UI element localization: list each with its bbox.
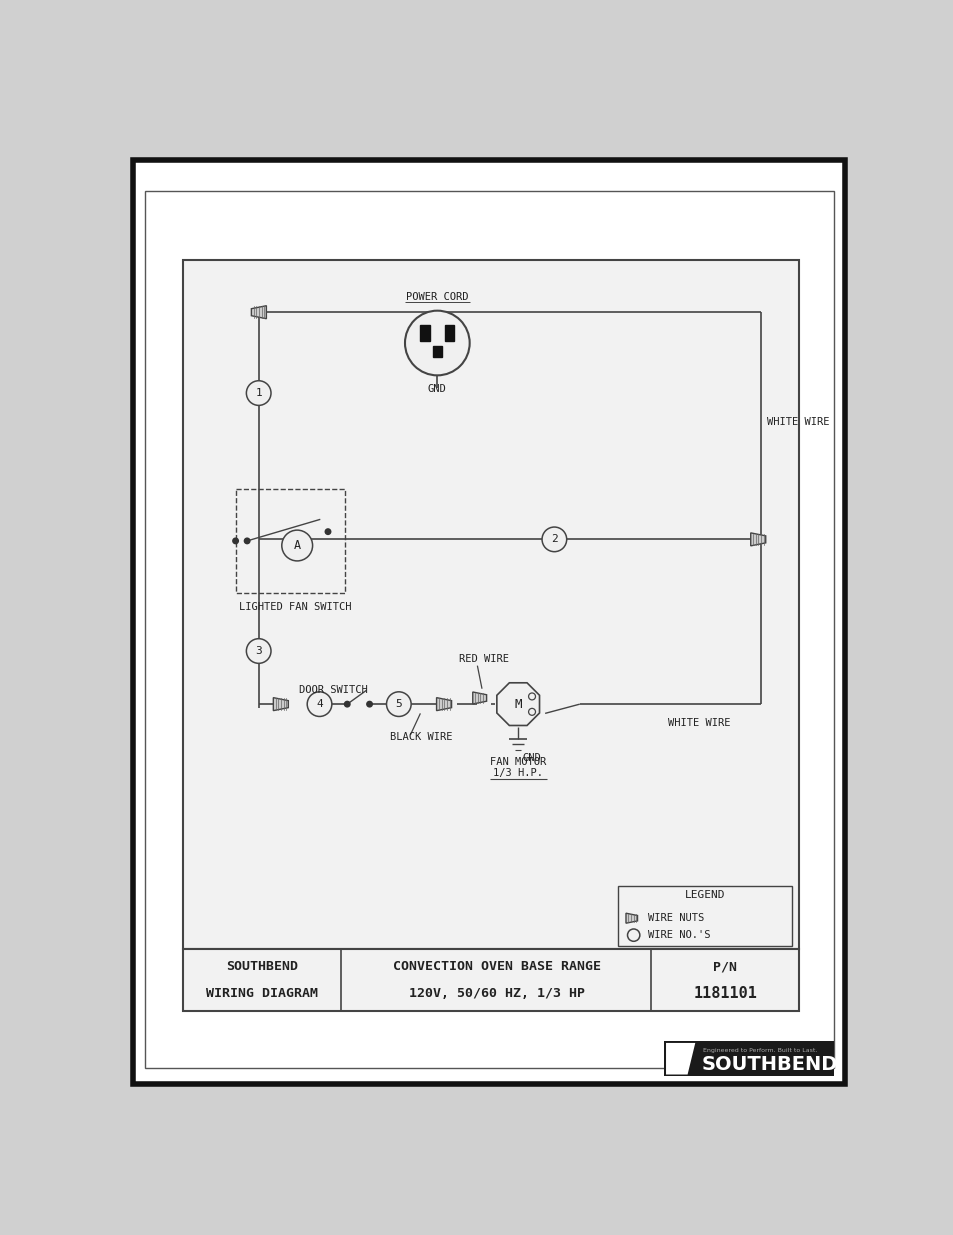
- Bar: [183, 948, 799, 1010]
- Polygon shape: [750, 532, 765, 546]
- Text: BLACK WIRE: BLACK WIRE: [389, 732, 452, 742]
- Circle shape: [246, 380, 271, 405]
- Text: A: A: [294, 538, 300, 552]
- Text: WIRE NO.'S: WIRE NO.'S: [647, 930, 709, 940]
- Circle shape: [541, 527, 566, 552]
- Text: LEGEND: LEGEND: [684, 890, 724, 900]
- Text: RED WIRE: RED WIRE: [458, 655, 508, 664]
- Text: 5: 5: [395, 699, 402, 709]
- Text: WIRE NUTS: WIRE NUTS: [647, 913, 703, 924]
- Circle shape: [281, 530, 313, 561]
- Text: SOUTHBEND: SOUTHBEND: [226, 960, 297, 973]
- Circle shape: [325, 529, 331, 535]
- Circle shape: [244, 538, 250, 543]
- Circle shape: [246, 638, 271, 663]
- Text: 1181101: 1181101: [693, 987, 757, 1002]
- Text: CONVECTION OVEN BASE RANGE: CONVECTION OVEN BASE RANGE: [393, 960, 600, 973]
- Polygon shape: [497, 683, 539, 725]
- Text: 1: 1: [255, 388, 262, 398]
- Text: GND: GND: [521, 753, 540, 763]
- Text: M: M: [514, 698, 521, 710]
- Bar: [618, 885, 791, 946]
- Text: POWER CORD: POWER CORD: [406, 291, 468, 301]
- Circle shape: [344, 701, 350, 706]
- Text: Engineered to Perform. Built to Last.: Engineered to Perform. Built to Last.: [702, 1049, 817, 1053]
- Bar: [433, 346, 441, 357]
- Text: 2: 2: [551, 535, 558, 545]
- Polygon shape: [473, 692, 486, 704]
- Text: WHITE WIRE: WHITE WIRE: [668, 719, 730, 729]
- Text: LIGHTED FAN SWITCH: LIGHTED FAN SWITCH: [238, 603, 351, 613]
- Text: 4: 4: [315, 699, 322, 709]
- Text: GND: GND: [428, 384, 446, 394]
- Text: WIRING DIAGRAM: WIRING DIAGRAM: [206, 987, 317, 1000]
- Text: FAN MOTOR: FAN MOTOR: [490, 757, 546, 767]
- Circle shape: [367, 701, 372, 706]
- Polygon shape: [665, 1042, 695, 1074]
- Circle shape: [307, 692, 332, 716]
- Text: DOOR SWITCH: DOOR SWITCH: [298, 684, 367, 694]
- Text: 120V, 50/60 HZ, 1/3 HP: 120V, 50/60 HZ, 1/3 HP: [408, 987, 584, 1000]
- Polygon shape: [252, 306, 266, 319]
- Text: P/N: P/N: [713, 960, 737, 973]
- Bar: [235, 489, 345, 593]
- Bar: [420, 325, 429, 341]
- Bar: [183, 259, 799, 948]
- Bar: [444, 325, 454, 341]
- Bar: [664, 1041, 833, 1076]
- Circle shape: [386, 692, 411, 716]
- Circle shape: [233, 538, 238, 543]
- Polygon shape: [625, 913, 637, 924]
- Text: WHITE WIRE: WHITE WIRE: [766, 416, 828, 426]
- Circle shape: [405, 311, 469, 375]
- Text: 1/3 H.P.: 1/3 H.P.: [493, 768, 542, 778]
- Text: 3: 3: [255, 646, 262, 656]
- Polygon shape: [274, 698, 288, 710]
- Text: SOUTHBEND: SOUTHBEND: [700, 1055, 837, 1074]
- Polygon shape: [436, 698, 451, 710]
